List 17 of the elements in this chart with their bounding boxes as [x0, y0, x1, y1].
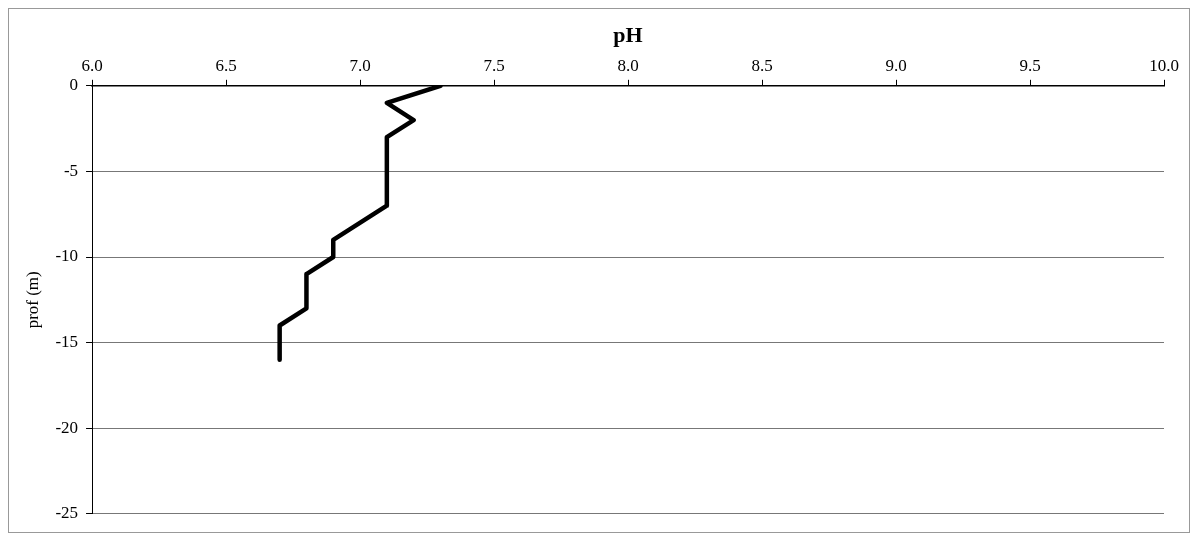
- x-tick-label: 9.0: [885, 56, 907, 76]
- x-tick-label: 10.0: [1149, 56, 1179, 76]
- y-tick-label: -10: [55, 246, 79, 266]
- y-tick-label: -15: [55, 332, 79, 352]
- x-tick-label: 8.5: [751, 56, 773, 76]
- x-tick-label: 6.5: [215, 56, 237, 76]
- x-tick-label: 7.5: [483, 56, 505, 76]
- x-tick-label: 8.0: [617, 56, 639, 76]
- x-tick-label: 7.0: [349, 56, 371, 76]
- x-tick-label: 9.5: [1019, 56, 1041, 76]
- y-tick-label: -5: [63, 160, 79, 180]
- y-tick-label: -25: [55, 503, 79, 523]
- x-tick-label: 6.0: [81, 56, 103, 76]
- y-tick-label: -20: [55, 417, 79, 437]
- y-tick-label: 0: [69, 75, 79, 95]
- x-axis-title: pH: [613, 21, 643, 47]
- y-axis-title: prof (m): [22, 271, 42, 329]
